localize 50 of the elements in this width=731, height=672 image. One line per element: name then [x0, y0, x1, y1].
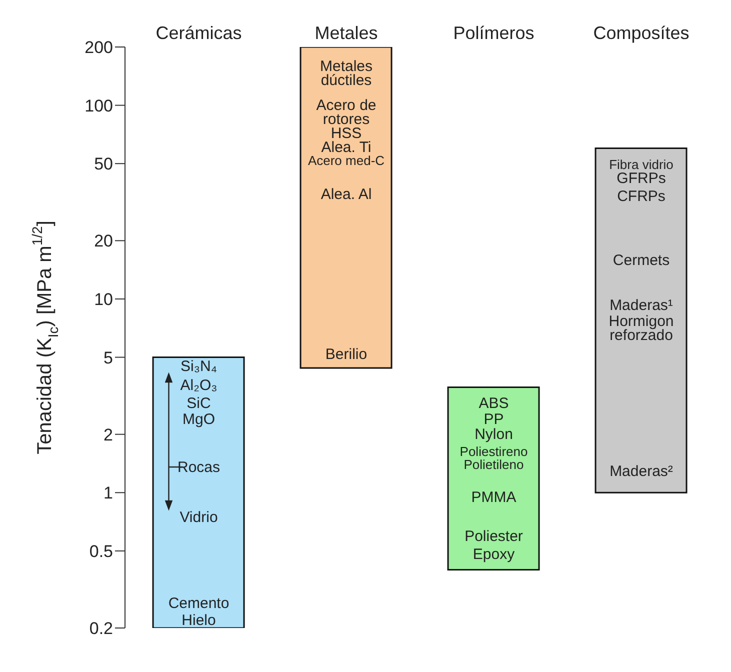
annotation: Polietileno: [464, 456, 524, 472]
annotation: Maderas¹: [610, 296, 673, 314]
annotation: MgO: [182, 410, 216, 428]
x-tick-label: Metales: [314, 23, 378, 43]
annotation: PMMA: [471, 488, 516, 506]
annotation: Al₂O₃: [180, 376, 218, 394]
annotation: Maderas²: [610, 462, 673, 480]
y-tick-label: 5: [104, 348, 113, 368]
x-tick-label: Cerámicas: [156, 23, 242, 43]
annotation: rotores: [322, 110, 370, 128]
y-tick-label: 100: [84, 96, 113, 116]
annotation: Berilio: [325, 346, 368, 362]
y-tick-label: 200: [84, 38, 113, 58]
x-tick-label: Polímeros: [453, 23, 534, 43]
annotation: GFRPs: [616, 170, 666, 186]
bar: [594, 148, 688, 494]
y-tick-label: 2: [104, 425, 113, 444]
annotation: CFRPs: [617, 188, 666, 204]
y-tick-label: 20: [94, 232, 113, 251]
y-tick-label: 1: [104, 484, 113, 503]
annotation: Cemento: [168, 594, 230, 612]
annotation: Epoxy: [472, 546, 516, 562]
y-tick-label: 10: [94, 290, 113, 309]
y-tick-label: 50: [94, 154, 113, 174]
annotation: Vidrio: [180, 508, 218, 526]
annotation: Hormigon: [608, 312, 674, 330]
annotation: dúctiles: [320, 72, 372, 88]
annotation: Poliestireno: [460, 444, 528, 458]
annotation: Fibra vidrio: [609, 156, 674, 172]
y-tick-label: 0.5: [89, 542, 113, 561]
annotation: HSS: [330, 124, 362, 142]
bar: [447, 386, 540, 570]
y-tick-label: 0.2: [89, 619, 113, 638]
bar: [300, 47, 392, 369]
annotation: Rocas: [177, 458, 220, 476]
annotation: Metales: [320, 58, 373, 74]
annotation: Acero med-C: [308, 152, 385, 168]
annotation: Poliester: [464, 528, 523, 544]
annotation: Nylon: [474, 426, 513, 442]
annotation: Alea. Al: [320, 186, 372, 202]
annotation: SiC: [186, 394, 211, 412]
annotation: Hielo: [182, 612, 216, 628]
annotation: ABS: [478, 394, 509, 412]
bar: [152, 356, 245, 628]
annotation: Acero de: [316, 96, 376, 114]
x-tick-label: Composítes: [593, 23, 690, 43]
annotation: Cermets: [612, 252, 670, 268]
annotation: PP: [484, 410, 504, 428]
annotation: Alea. Ti: [321, 138, 372, 156]
annotation: Si₃N₄: [180, 358, 217, 374]
